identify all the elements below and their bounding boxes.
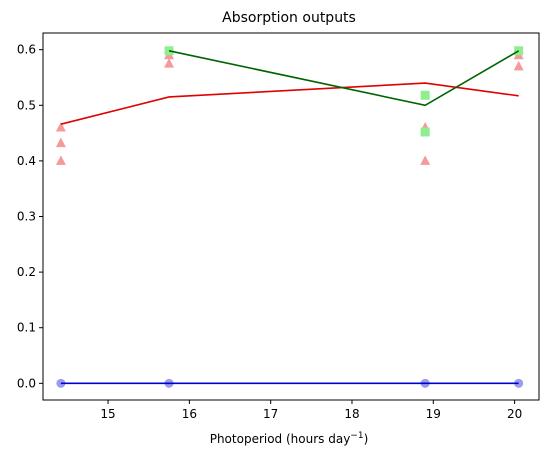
series-line bbox=[168, 50, 520, 107]
triangle-point bbox=[55, 137, 66, 148]
circle-point bbox=[56, 378, 66, 388]
x-tick-label: 16 bbox=[182, 407, 197, 421]
plot-area bbox=[55, 46, 524, 388]
series-line bbox=[60, 82, 519, 125]
x-tick-label: 19 bbox=[426, 407, 441, 421]
y-tick-label: 0.1 bbox=[17, 321, 36, 335]
y-tick-label: 0.2 bbox=[17, 265, 36, 279]
y-tick-label: 0.6 bbox=[17, 43, 36, 57]
x-axis-label-superscript: −1 bbox=[350, 431, 363, 441]
triangle-point bbox=[55, 122, 66, 132]
y-tick-label: 0.5 bbox=[17, 98, 36, 112]
x-tick-label: 17 bbox=[263, 407, 278, 421]
triangle-point bbox=[513, 60, 524, 71]
x-tick-label: 18 bbox=[344, 407, 359, 421]
chart-title: Absorption outputs bbox=[222, 10, 356, 26]
tick-marks bbox=[39, 49, 516, 404]
y-tick-label: 0.3 bbox=[17, 210, 36, 224]
x-axis-label: Photoperiod (hours day−1) bbox=[210, 431, 369, 446]
triangle-point bbox=[55, 155, 66, 165]
x-axis-label-main: Photoperiod (hours day bbox=[210, 432, 351, 446]
y-tick-label: 0.0 bbox=[17, 376, 36, 390]
x-tick-label: 20 bbox=[507, 407, 522, 421]
y-tick-label: 0.4 bbox=[17, 154, 36, 168]
x-axis-label-end: ) bbox=[364, 432, 369, 446]
axes-frame bbox=[42, 32, 540, 401]
x-tick-label: 15 bbox=[100, 407, 115, 421]
triangle-point bbox=[420, 155, 431, 165]
square-point bbox=[420, 90, 430, 100]
square-point bbox=[420, 127, 430, 137]
triangle-point bbox=[164, 58, 175, 68]
